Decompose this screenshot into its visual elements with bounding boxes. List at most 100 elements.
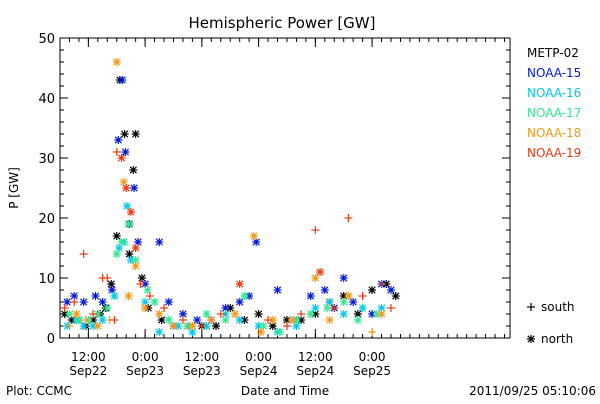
data-point-metp-02 [112, 232, 121, 240]
data-point-noaa-15 [130, 184, 139, 192]
x-tick-label-date: Sep24 [296, 364, 334, 378]
marker-stroke [527, 335, 535, 343]
marker-stroke [155, 328, 163, 336]
data-point-noaa-18 [256, 328, 265, 336]
x-tick-label-time: 0:00 [359, 350, 386, 364]
data-point-noaa-18 [230, 310, 239, 318]
x-tick-label-time: 0:00 [132, 350, 159, 364]
marker-stroke [113, 232, 121, 240]
data-point-noaa-17 [353, 316, 362, 324]
data-point-noaa-16 [358, 304, 367, 312]
data-point-metp-02 [212, 322, 221, 330]
data-point-noaa-19 [377, 280, 386, 288]
data-point-noaa-15 [118, 76, 127, 84]
data-point-noaa-15 [164, 298, 173, 306]
data-point-noaa-19 [297, 310, 306, 318]
data-point-noaa-15 [221, 304, 230, 312]
data-point-noaa-15 [134, 238, 143, 246]
data-point-metp-02 [107, 280, 116, 288]
data-point-noaa-19 [122, 184, 131, 192]
data-point-noaa-19 [358, 292, 367, 300]
data-point-noaa-19 [145, 292, 154, 300]
data-point-noaa-19 [60, 304, 69, 312]
data-point-noaa-18 [368, 328, 377, 336]
plot-area: 0102030405012:00Sep220:00Sep2312:00Sep23… [38, 32, 511, 378]
data-point-noaa-18 [82, 316, 91, 324]
marker-stroke [124, 292, 133, 300]
plot-frame [59, 37, 511, 339]
marker-stroke [202, 310, 211, 318]
marker-stroke [155, 310, 163, 318]
data-point-noaa-18 [268, 316, 277, 324]
data-point-noaa-19 [235, 280, 244, 288]
data-point-noaa-18 [65, 322, 74, 330]
marker-stroke [103, 304, 111, 312]
marker-stroke [122, 184, 130, 192]
data-point-noaa-18 [311, 274, 320, 282]
marker-stroke [257, 328, 265, 336]
data-point-noaa-19 [136, 280, 145, 288]
data-point-noaa-18 [141, 304, 150, 312]
marker-stroke [132, 256, 140, 264]
y-axis-label: P [GW] [7, 167, 21, 209]
marker-stroke [125, 250, 133, 258]
data-point-noaa-17 [143, 286, 152, 294]
footer-timestamp: 2011/09/25 05:10:06 [469, 384, 596, 398]
marker-stroke [292, 322, 301, 330]
data-point-noaa-15 [386, 286, 395, 294]
marker-stroke [240, 292, 249, 300]
marker-stroke [123, 202, 131, 210]
data-point-noaa-19 [282, 322, 291, 330]
marker-stroke [288, 316, 296, 324]
data-point-noaa-19 [178, 316, 187, 324]
marker-stroke [188, 328, 197, 336]
marker-stroke [165, 298, 173, 306]
marker-stroke [273, 286, 282, 294]
marker-stroke [91, 292, 100, 300]
data-point-noaa-18 [93, 322, 102, 330]
legend-entry: METP-02 [527, 46, 579, 60]
marker-stroke [276, 328, 284, 336]
marker-stroke [321, 286, 329, 294]
marker-stroke [124, 220, 133, 228]
marker-stroke [354, 310, 362, 318]
data-point-noaa-19 [330, 304, 339, 312]
legend-entry: NOAA-16 [527, 86, 581, 100]
series-noaa-18 [65, 58, 386, 336]
marker-stroke [150, 298, 159, 306]
data-point-noaa-15 [155, 238, 164, 246]
marker-stroke [113, 250, 121, 258]
data-point-noaa-19 [197, 322, 206, 330]
x-tick-label-date: Sep22 [69, 364, 107, 378]
x-axis-label: Date and Time [241, 384, 329, 398]
marker-stroke [141, 304, 149, 312]
data-point-noaa-15 [349, 298, 358, 306]
marker-stroke [340, 298, 348, 306]
marker-stroke [130, 184, 138, 192]
data-point-noaa-18 [112, 58, 121, 66]
x-tick-label-time: 12:00 [298, 350, 333, 364]
data-point-noaa-17 [124, 220, 133, 228]
marker-stroke [311, 304, 319, 312]
legend-entry: NOAA-19 [527, 146, 581, 160]
data-point-noaa-16 [202, 322, 211, 330]
marker-stroke [254, 310, 263, 318]
marker-stroke [188, 322, 197, 330]
marker-stroke [236, 298, 244, 306]
marker-stroke [306, 310, 315, 318]
series-noaa-16 [63, 202, 386, 336]
legend-entry: NOAA-17 [527, 106, 581, 120]
marker-stroke [94, 322, 102, 330]
data-point-noaa-19 [160, 304, 169, 312]
data-point-noaa-16 [235, 316, 244, 324]
data-point-noaa-18 [249, 232, 258, 240]
marker-stroke [221, 316, 230, 324]
marker-stroke [212, 322, 220, 330]
y-tick-label: 10 [38, 272, 55, 287]
data-point-noaa-17 [65, 310, 74, 318]
data-point-metp-02 [120, 130, 129, 138]
marker-stroke [141, 298, 149, 306]
marker-stroke [377, 304, 386, 312]
